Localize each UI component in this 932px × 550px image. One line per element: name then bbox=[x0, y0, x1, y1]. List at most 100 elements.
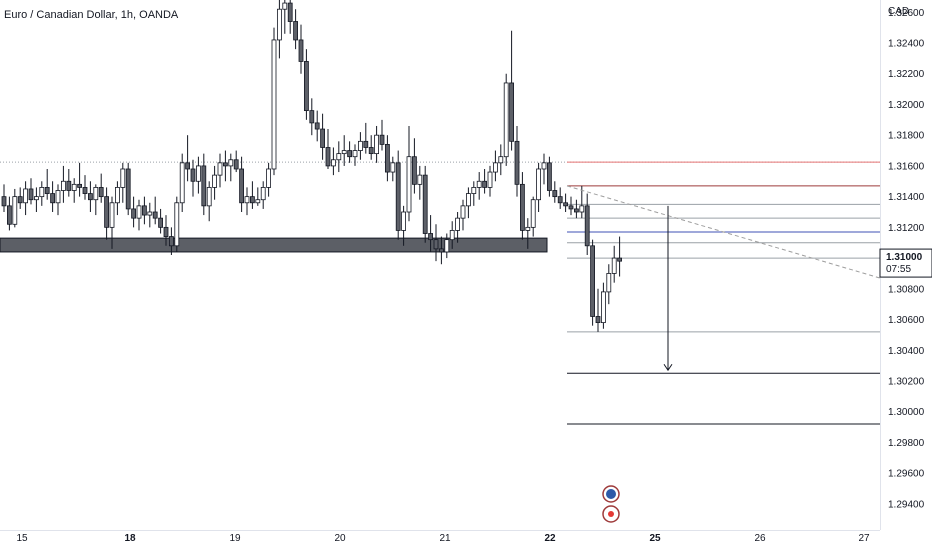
candle-body bbox=[455, 217, 461, 231]
price-tick-label: 1.32000 bbox=[888, 100, 925, 111]
candle-body bbox=[239, 168, 245, 204]
price-tick-label: 1.32600 bbox=[888, 8, 925, 19]
candle-body bbox=[476, 180, 482, 188]
candle-body bbox=[465, 193, 471, 207]
candle-body bbox=[249, 196, 255, 204]
candle-body bbox=[579, 205, 585, 213]
candle-body bbox=[390, 162, 396, 173]
candle-body bbox=[66, 180, 72, 191]
currency-label: CAD bbox=[888, 6, 909, 17]
candle-body bbox=[287, 2, 293, 22]
candle-body bbox=[271, 39, 277, 170]
candle-body bbox=[482, 180, 488, 188]
candle-body bbox=[260, 187, 266, 201]
candle-body bbox=[141, 205, 147, 216]
candle-body bbox=[120, 168, 126, 188]
candle-body bbox=[50, 193, 55, 204]
chart-title: Euro / Canadian Dollar, 1h, OANDA bbox=[4, 9, 179, 21]
candle-body bbox=[266, 168, 272, 188]
trend-line-dashed[interactable] bbox=[566, 185, 881, 279]
candle-body bbox=[574, 208, 579, 213]
candle-body bbox=[28, 188, 34, 201]
candle-body bbox=[55, 190, 61, 204]
candle-body bbox=[428, 233, 434, 241]
candle-body bbox=[606, 273, 612, 293]
drawing-tools bbox=[566, 185, 881, 372]
candle-body bbox=[509, 82, 515, 142]
candle-body bbox=[498, 156, 504, 164]
candle-body bbox=[341, 150, 347, 155]
candle-body bbox=[298, 39, 304, 62]
time-tick-label: 15 bbox=[16, 533, 28, 544]
candle-body bbox=[61, 180, 66, 191]
candle-body bbox=[449, 230, 455, 241]
support-zone bbox=[0, 237, 548, 253]
candle-body bbox=[411, 156, 417, 185]
price-tick-label: 1.32400 bbox=[888, 39, 925, 50]
candle-body bbox=[276, 8, 282, 41]
candle-body bbox=[309, 110, 315, 124]
horizontal-levels bbox=[0, 161, 880, 425]
candle-body bbox=[530, 199, 536, 228]
candle-body bbox=[136, 205, 142, 219]
candlestick-series bbox=[1, 0, 622, 332]
candle-body bbox=[93, 187, 99, 201]
candle-body bbox=[525, 226, 531, 231]
candle-body bbox=[547, 162, 552, 191]
candle-body bbox=[17, 196, 23, 204]
price-tick-label: 1.31400 bbox=[888, 192, 925, 203]
candle-body bbox=[336, 153, 342, 161]
current-price-value: 1.31000 bbox=[886, 252, 923, 263]
candle-body bbox=[88, 193, 93, 201]
candle-body bbox=[444, 239, 450, 253]
candle-body bbox=[368, 147, 374, 155]
candle-body bbox=[379, 134, 385, 145]
candle-body bbox=[174, 202, 180, 247]
candle-body bbox=[584, 205, 590, 247]
candle-body bbox=[395, 162, 401, 231]
candle-body bbox=[503, 82, 509, 158]
ca-flag-icon bbox=[608, 511, 614, 517]
price-tick-label: 1.30400 bbox=[888, 346, 925, 357]
candle-body bbox=[347, 150, 353, 158]
candle-body bbox=[12, 196, 18, 225]
candle-body bbox=[212, 174, 218, 188]
candle-body bbox=[590, 245, 595, 317]
price-tick-label: 1.31200 bbox=[888, 223, 925, 234]
candle-body bbox=[563, 202, 568, 207]
candle-body bbox=[131, 208, 137, 219]
time-tick-label: 21 bbox=[439, 533, 451, 544]
candle-body bbox=[536, 168, 541, 201]
countdown-label: 07:55 bbox=[886, 264, 911, 275]
candle-body bbox=[104, 196, 109, 228]
candle-body bbox=[492, 162, 498, 173]
event-markers[interactable] bbox=[602, 485, 620, 523]
target-arrow-head bbox=[663, 363, 673, 372]
candle-body bbox=[422, 174, 428, 234]
candle-body bbox=[168, 236, 174, 247]
candle-body bbox=[320, 128, 326, 148]
candle-body bbox=[384, 144, 390, 173]
current-price-badge[interactable] bbox=[879, 248, 932, 278]
candle-body bbox=[152, 211, 158, 219]
price-tick-label: 1.30800 bbox=[888, 284, 925, 295]
time-tick-label: 25 bbox=[649, 533, 661, 544]
price-tick-label: 1.31800 bbox=[888, 131, 925, 142]
candle-body bbox=[244, 196, 250, 204]
time-axis[interactable]: 15 18 19 20 21 22 25 26 27 bbox=[16, 533, 870, 544]
candle-body bbox=[233, 159, 239, 170]
candle-body bbox=[44, 187, 50, 194]
candle-body bbox=[601, 291, 606, 324]
candle-body bbox=[293, 21, 299, 41]
price-tick-label: 1.29600 bbox=[888, 469, 925, 480]
candle-body bbox=[363, 140, 369, 148]
candle-body bbox=[71, 183, 77, 191]
candle-body bbox=[23, 188, 29, 204]
candle-body bbox=[374, 134, 380, 155]
candle-body bbox=[417, 174, 423, 185]
support-zone-rect[interactable] bbox=[0, 237, 548, 253]
candle-body bbox=[34, 196, 39, 201]
candle-body bbox=[406, 156, 412, 213]
price-axis[interactable]: 1.32600 1.32400 1.32200 1.32000 1.31800 1.316… bbox=[879, 6, 932, 510]
